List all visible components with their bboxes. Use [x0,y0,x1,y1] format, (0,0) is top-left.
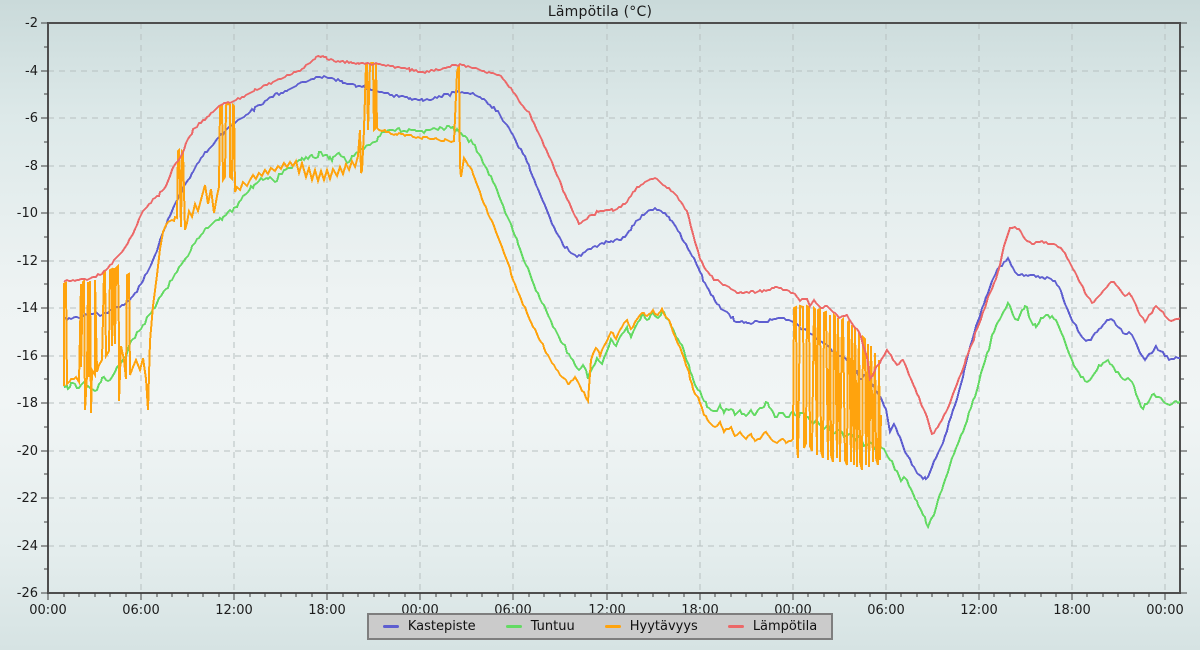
y-axis-tick-label: -8 [25,159,38,174]
hyytavyys-line-swatch-icon [604,625,621,628]
y-axis-tick-label: -24 [17,539,38,554]
legend-item-kastepiste: Kastepiste [382,619,476,634]
chart-title: Lämpötila (°C) [547,4,653,20]
legend-item-hyytavyys: Hyytävyys [604,619,698,634]
series-line-hyytavyys [63,61,882,471]
series-line-kastepiste [63,74,1180,481]
y-axis-tick-label: -26 [17,586,38,601]
legend-label-hyytavyys: Hyytävyys [629,619,698,634]
lampotila-line-swatch-icon [727,625,744,628]
x-axis-tick-label: 00:00 [29,603,66,618]
x-axis-tick-label: 06:00 [122,603,159,618]
x-axis-tick-label: 12:00 [215,603,252,618]
x-axis-tick-label: 18:00 [308,603,345,618]
legend: Kastepiste Tuntuu Hyytävyys Lämpötila [0,613,1200,640]
x-axis-tick-label: 06:00 [867,603,904,618]
tuntuu-line-swatch-icon [505,625,522,628]
legend-label-kastepiste: Kastepiste [407,619,476,634]
series-line-lampotila [63,54,1180,436]
y-axis-tick-label: -10 [17,206,38,221]
legend-label-lampotila: Lämpötila [752,619,818,634]
y-axis-tick-label: -22 [17,491,38,506]
legend-label-tuntuu: Tuntuu [530,619,575,634]
y-axis-tick-label: -12 [17,254,38,269]
y-axis-tick-label: -2 [25,16,38,31]
legend-item-tuntuu: Tuntuu [505,619,575,634]
y-axis-tick-label: -6 [25,111,38,126]
kastepiste-line-swatch-icon [382,625,399,628]
x-axis-tick-label: 00:00 [1146,603,1183,618]
x-axis-tick-label: 12:00 [960,603,997,618]
y-axis-tick-label: -18 [17,396,38,411]
legend-item-lampotila: Lämpötila [727,619,818,634]
y-axis-tick-label: -20 [17,444,38,459]
x-axis-tick-label: 18:00 [1053,603,1090,618]
y-axis-tick-label: -16 [17,349,38,364]
legend-box: Kastepiste Tuntuu Hyytävyys Lämpötila [366,613,834,640]
y-axis-tick-label: -14 [17,301,38,316]
y-axis-tick-label: -4 [25,64,38,79]
series-line-tuntuu [63,125,1180,530]
